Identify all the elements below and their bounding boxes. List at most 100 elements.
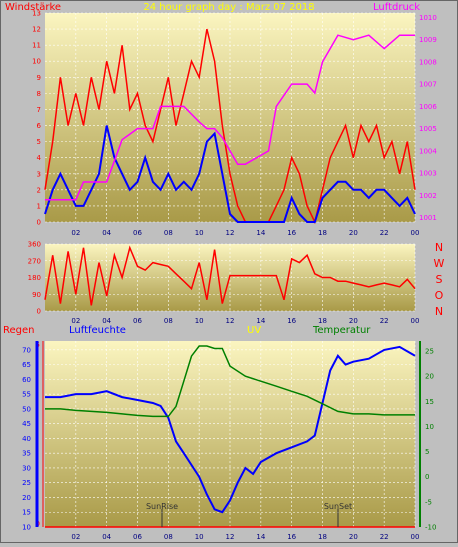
x-tick-label: 04 xyxy=(102,229,111,237)
pressure-y-tick: 1008 xyxy=(419,58,437,66)
pressure-y-right-ticks: 1001 1002 1003 1004 1005 1006 1007 1008 1009 1010 xyxy=(419,14,437,222)
humidity-y-tick: 55 xyxy=(22,391,31,399)
humidity-y-tick: 50 xyxy=(22,405,31,413)
temperature-y-tick: 5 xyxy=(425,448,429,456)
x-tick-label: 00 xyxy=(411,317,420,325)
humidity-x-ticks: 02 04 06 08 10 12 14 16 18 20 22 00 xyxy=(71,533,419,541)
direction-y-tick: 0 xyxy=(37,308,41,316)
pressure-y-tick: 1001 xyxy=(419,214,437,222)
wind-y-tick: 2 xyxy=(37,186,41,194)
pressure-line xyxy=(45,34,415,201)
x-tick-label: 02 xyxy=(71,317,80,325)
pressure-y-tick: 1007 xyxy=(419,81,437,89)
temperature-line xyxy=(45,345,415,418)
x-tick-label: 10 xyxy=(195,229,204,237)
x-tick-label: 18 xyxy=(318,229,327,237)
x-tick-label: 04 xyxy=(102,533,111,541)
direction-letter-s: S xyxy=(436,273,443,286)
temperature-y-tick: 25 xyxy=(425,348,434,356)
x-tick-label: 12 xyxy=(226,229,235,237)
wind-y-tick: 6 xyxy=(37,122,42,130)
wind-grid xyxy=(45,12,416,223)
x-tick-label: 02 xyxy=(71,229,80,237)
humidity-y-tick: 65 xyxy=(22,361,31,369)
humidity-y-tick: 10 xyxy=(22,524,31,532)
x-tick-label: 16 xyxy=(287,229,296,237)
direction-letters: N W S O N xyxy=(434,241,445,318)
humidity-y-tick: 60 xyxy=(22,376,31,384)
wind-y-tick: 10 xyxy=(32,58,41,66)
humidity-line xyxy=(45,345,416,514)
humidity-y-tick: 70 xyxy=(22,346,31,354)
uv-label: UV xyxy=(247,325,261,336)
pressure-y-tick: 1006 xyxy=(419,103,437,111)
sunset-label: SunSet xyxy=(324,502,352,511)
temperatur-label: Temperatur xyxy=(312,325,371,336)
regen-label: Regen xyxy=(3,325,35,336)
humidity-y-tick: 20 xyxy=(22,494,31,502)
pressure-y-tick: 1005 xyxy=(419,125,437,133)
x-tick-label: 02 xyxy=(71,533,80,541)
x-tick-label: 08 xyxy=(164,533,173,541)
temperature-y-tick: 0 xyxy=(425,473,429,481)
wind-direction-line xyxy=(44,245,416,306)
x-tick-label: 04 xyxy=(102,317,111,325)
x-tick-label: 20 xyxy=(349,533,358,541)
direction-y-ticks: 0 90 180 270 360 xyxy=(28,241,41,316)
pressure-y-tick: 1004 xyxy=(419,147,437,155)
x-tick-label: 00 xyxy=(411,229,420,237)
wind-series-group xyxy=(44,28,416,225)
humidity-y-tick: 45 xyxy=(22,420,31,428)
x-tick-label: 10 xyxy=(195,317,204,325)
wind-y-tick: 0 xyxy=(37,219,41,227)
wind-y-tick: 8 xyxy=(37,90,41,98)
pressure-y-tick: 1010 xyxy=(419,14,437,22)
humidity-y-tick: 35 xyxy=(22,450,31,458)
wind-y-tick: 4 xyxy=(37,154,42,162)
wind-y-tick: 11 xyxy=(32,42,41,50)
x-tick-label: 06 xyxy=(133,317,142,325)
x-tick-label: 22 xyxy=(380,317,389,325)
direction-letter-n-top: N xyxy=(435,241,443,254)
wind-average-line xyxy=(44,125,416,223)
x-tick-label: 12 xyxy=(226,317,235,325)
luftfeuchte-label: Luftfeuchte xyxy=(69,325,126,336)
x-tick-label: 22 xyxy=(380,229,389,237)
temperature-y-right-ticks: -10 -5 0 5 10 15 20 25 xyxy=(425,348,436,532)
x-tick-label: 20 xyxy=(349,317,358,325)
humidity-y-tick: 15 xyxy=(22,509,31,517)
temperature-y-tick: 15 xyxy=(425,398,434,406)
direction-letter-n-bottom: N xyxy=(435,305,443,318)
humidity-series-group xyxy=(45,345,416,528)
wind-y-tick: 13 xyxy=(32,10,41,18)
humidity-y-ticks: 10 15 20 25 30 35 40 45 50 55 60 65 70 xyxy=(22,346,31,531)
wind-x-ticks: 02 04 06 08 10 12 14 16 18 20 22 00 xyxy=(71,229,419,237)
luftdruck-label: Luftdruck xyxy=(373,2,420,13)
x-tick-label: 20 xyxy=(349,229,358,237)
x-tick-label: 10 xyxy=(195,533,204,541)
pressure-y-tick: 1003 xyxy=(419,170,437,178)
humidity-y-tick: 30 xyxy=(22,464,31,472)
x-tick-label: 00 xyxy=(411,533,420,541)
wind-gust-line xyxy=(44,28,416,225)
x-tick-label: 22 xyxy=(380,533,389,541)
direction-y-tick: 180 xyxy=(28,274,41,282)
wind-y-tick: 3 xyxy=(37,170,41,178)
chart-title: 24 hour graph day : Marz 07 2018 xyxy=(143,2,314,13)
temperature-y-tick: 10 xyxy=(425,423,434,431)
x-tick-label: 16 xyxy=(287,533,296,541)
x-tick-label: 18 xyxy=(318,317,327,325)
wind-y-tick: 1 xyxy=(37,202,41,210)
x-tick-label: 08 xyxy=(164,317,173,325)
direction-series-group xyxy=(44,245,416,306)
x-tick-label: 08 xyxy=(164,229,173,237)
wind-y-tick: 9 xyxy=(37,74,41,82)
x-tick-label: 18 xyxy=(318,533,327,541)
x-tick-label: 16 xyxy=(287,317,296,325)
direction-y-tick: 360 xyxy=(28,241,41,249)
temperature-y-tick: -5 xyxy=(425,498,432,506)
sunrise-label: SunRise xyxy=(146,502,178,511)
